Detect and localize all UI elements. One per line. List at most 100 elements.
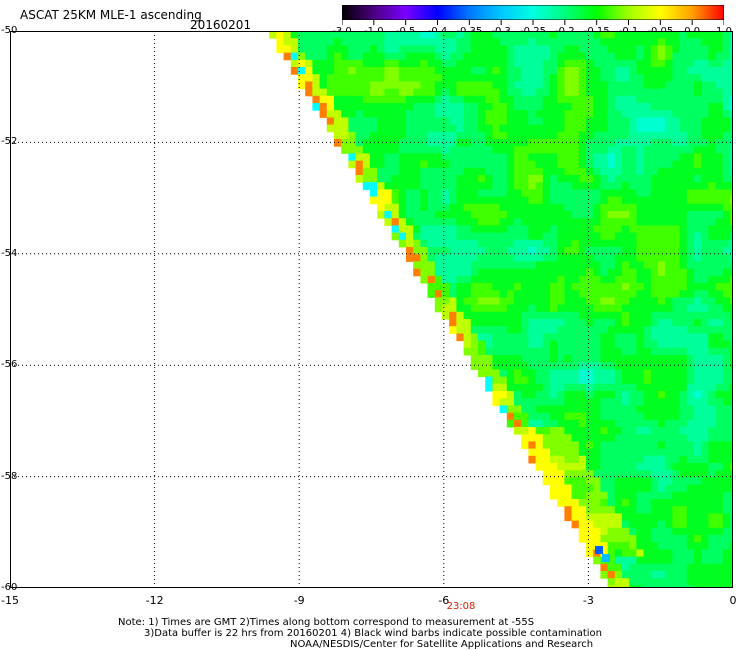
swath-cell xyxy=(672,311,681,320)
swath-cell xyxy=(701,283,709,291)
swath-cell xyxy=(614,117,623,126)
swath-cell xyxy=(701,38,709,46)
swath-cell xyxy=(622,434,630,442)
swath-cell xyxy=(694,124,702,133)
swath-cell xyxy=(542,427,551,435)
swath-cell xyxy=(694,585,702,588)
swath-cell xyxy=(499,146,508,154)
swath-cell xyxy=(550,463,558,471)
swath-cell xyxy=(600,103,609,111)
swath-cell xyxy=(485,182,493,190)
swath-cell xyxy=(456,117,465,126)
swath-cell xyxy=(643,211,652,219)
swath-cell xyxy=(701,182,709,190)
swath-cell xyxy=(715,434,724,442)
swath-cell xyxy=(586,355,594,363)
swath-cell xyxy=(521,391,529,399)
swath-cell xyxy=(391,225,400,234)
swath-cell xyxy=(658,383,666,392)
swath-cell xyxy=(614,362,623,370)
swath-cell xyxy=(312,31,321,39)
swath-cell xyxy=(578,362,587,370)
swath-cell xyxy=(679,254,688,262)
swath-cell xyxy=(708,441,717,450)
swath-cell xyxy=(578,412,587,421)
swath-cell xyxy=(650,391,659,399)
swath-cell xyxy=(535,225,544,234)
swath-cell xyxy=(564,218,573,226)
swath-cell xyxy=(514,427,522,435)
swath-cell xyxy=(506,225,515,234)
swath-cell xyxy=(614,391,623,399)
swath-cell xyxy=(528,405,537,414)
swath-cell xyxy=(362,67,371,75)
swath-cell xyxy=(542,434,551,442)
swath-cell xyxy=(413,254,421,262)
swath-cell xyxy=(514,59,522,68)
swath-cell xyxy=(528,340,537,349)
swath-cell xyxy=(650,88,659,97)
swath-cell xyxy=(665,542,673,550)
swath-cell xyxy=(650,117,659,126)
swath-cell xyxy=(571,167,580,176)
swath-cell xyxy=(499,67,508,75)
swath-cell xyxy=(456,45,465,54)
swath-cell xyxy=(715,463,724,471)
swath-cell xyxy=(686,218,695,226)
swath-cell xyxy=(650,268,659,277)
swath-cell xyxy=(514,203,522,212)
swath-cell xyxy=(650,398,659,406)
swath-cell xyxy=(391,81,400,90)
swath-cell xyxy=(658,225,666,234)
swath-cell xyxy=(622,117,630,126)
swath-cell xyxy=(672,110,681,118)
swath-cell xyxy=(499,311,508,320)
swath-cell xyxy=(650,211,659,219)
swath-cell xyxy=(514,218,522,226)
swath-cell xyxy=(629,499,637,507)
swath-cell xyxy=(470,59,479,68)
swath-cell xyxy=(636,340,645,349)
swath-cell xyxy=(528,110,537,118)
swath-cell xyxy=(535,59,544,68)
swath-cell xyxy=(614,419,623,428)
swath-cell xyxy=(442,67,450,75)
swath-cell xyxy=(535,297,544,306)
swath-cell xyxy=(564,167,573,176)
swath-cell xyxy=(701,491,709,500)
swath-cell xyxy=(586,549,594,558)
swath-cell xyxy=(528,347,537,356)
swath-cell xyxy=(550,347,558,356)
swath-cell xyxy=(312,59,321,68)
swath-cell xyxy=(398,67,407,75)
swath-cell xyxy=(701,175,709,183)
swath-cell xyxy=(650,383,659,392)
swath-cell xyxy=(362,160,371,169)
swath-cell xyxy=(643,542,652,550)
swath-cell xyxy=(643,527,652,536)
swath-cell xyxy=(398,45,407,54)
swath-cell xyxy=(456,239,465,248)
swath-cell xyxy=(420,103,429,111)
swath-cell xyxy=(456,103,465,111)
swath-cell xyxy=(377,81,385,90)
swath-cell xyxy=(600,405,609,414)
swath-cell xyxy=(535,319,544,327)
swath-cell xyxy=(492,254,501,262)
swath-cell xyxy=(636,304,645,313)
swath-cell xyxy=(636,455,645,464)
swath-cell xyxy=(686,319,695,327)
swath-cell xyxy=(485,347,493,356)
swath-cell xyxy=(499,391,508,399)
swath-cell xyxy=(722,484,731,493)
swath-cell xyxy=(694,340,702,349)
swath-cell xyxy=(413,95,421,104)
swath-cell xyxy=(571,513,580,522)
swath-cell xyxy=(636,225,645,234)
swath-cell xyxy=(650,218,659,226)
swath-cell xyxy=(701,470,709,478)
swath-cell xyxy=(679,556,688,565)
swath-cell xyxy=(571,160,580,169)
swath-cell xyxy=(643,427,652,435)
swath-cell xyxy=(449,160,457,169)
